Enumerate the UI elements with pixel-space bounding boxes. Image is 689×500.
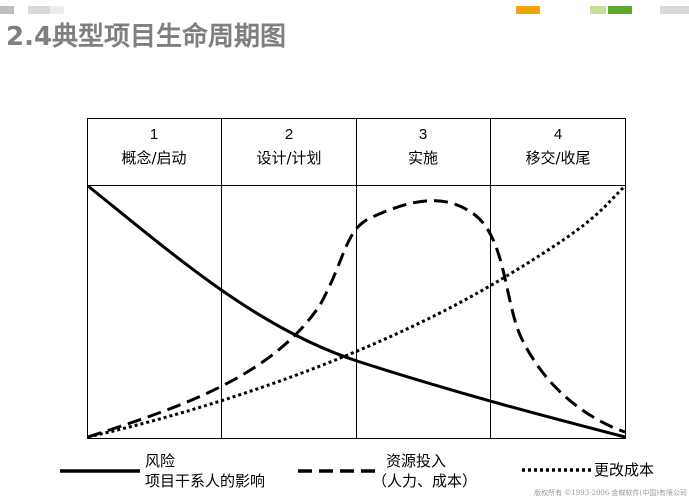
header-decoration-light-green xyxy=(590,6,606,14)
legend-change-cost-label: 更改成本 xyxy=(594,461,654,479)
phase-1-name: 概念/启动 xyxy=(121,149,186,167)
header-decoration-gray-4 xyxy=(660,6,689,14)
phase-3-number: 3 xyxy=(419,126,427,143)
legend-resource-detail: （人力、成本） xyxy=(372,472,477,490)
header-decoration-gray-1 xyxy=(0,6,14,14)
risk-stakeholder-influence-curve xyxy=(87,184,626,439)
header-decoration-gray-3 xyxy=(50,6,64,14)
copyright-notice: 版权所有 ©1993-2006 金蝶软件(中国)有限公司 xyxy=(534,489,687,497)
legend-resource-label: 资源投入 xyxy=(386,452,446,470)
phase-4-name: 移交/收尾 xyxy=(525,149,590,167)
phase-2-name: 设计/计划 xyxy=(256,149,321,167)
phase-3-name: 实施 xyxy=(408,149,438,167)
header-decoration-gray-2 xyxy=(28,6,50,14)
legend-risk-label: 风险 xyxy=(145,452,175,470)
resource-input-curve xyxy=(87,199,626,439)
phase-4-number: 4 xyxy=(554,126,562,143)
change-cost-curve xyxy=(87,184,627,439)
phase-2-number: 2 xyxy=(285,126,293,143)
header-decoration-green xyxy=(608,6,632,14)
header-decoration-orange xyxy=(516,6,540,14)
diagram-frame xyxy=(87,118,626,439)
phase-1-number: 1 xyxy=(150,126,158,143)
page-title: 2.4典型项目生命周期图 xyxy=(6,22,287,52)
legend-stakeholder-label: 项目干系人的影响 xyxy=(145,472,265,490)
